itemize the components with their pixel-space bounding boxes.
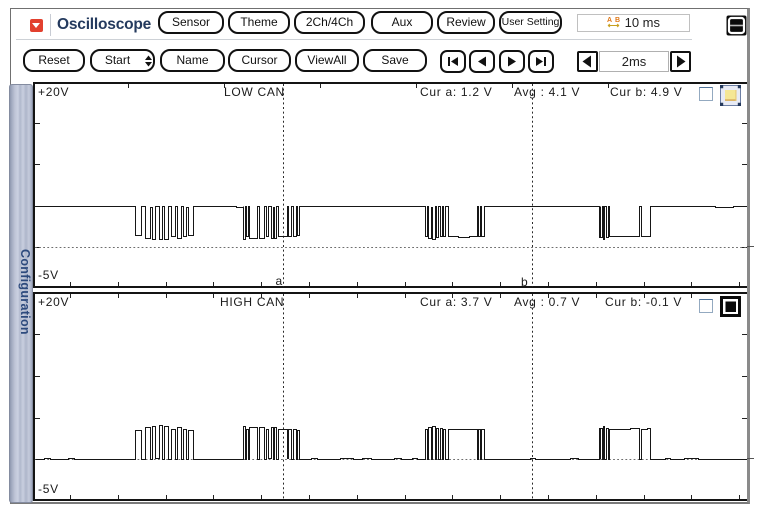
svg-text:A: A — [607, 17, 612, 24]
svg-text:B: B — [615, 17, 620, 24]
